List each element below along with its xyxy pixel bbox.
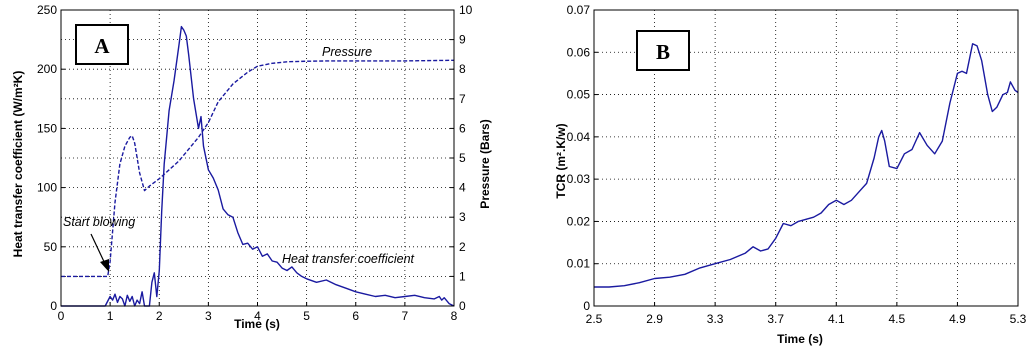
chart-a-x-tick-label: 7: [402, 309, 409, 323]
chart-a-annotation-pressure: Pressure: [322, 45, 372, 59]
chart-a-y-right-tick-label: 4: [459, 181, 466, 195]
chart-b-ticks: 2.5 2.9 3.3 3.7 4.1 4.5 4.9 5.3 0 0.01 0.02 0.03 0.0…: [567, 3, 1027, 326]
chart-a-y-tick-label: 100: [37, 181, 57, 195]
chart-b-x-tick-label: 3.3: [707, 312, 724, 326]
chart-b-y-tick-label: 0.06: [567, 45, 591, 59]
chart-a-x-tick-label: 2: [156, 309, 163, 323]
chart-a-y-right-tick-label: 2: [459, 240, 466, 254]
chart-a-panel-label-frame: [75, 24, 129, 65]
chart-a-series-line-heat-transfer-coefficient: [61, 25, 455, 307]
chart-b-panel-label: B: [656, 40, 670, 64]
chart-b-series-line-0: [594, 43, 1019, 288]
chart-a-x-tick-label: 5: [303, 309, 310, 323]
chart-a-y-right-tick-label: 5: [459, 151, 466, 165]
chart-b-y-tick-label: 0.03: [567, 172, 591, 186]
chart-b-grid: [594, 10, 1018, 306]
chart-a-y-right-tick-label: 7: [459, 92, 466, 106]
chart-a-series: [61, 25, 455, 307]
chart-b-panel-label-box: B: [636, 30, 690, 71]
chart-a-annotation-arrow: [90, 233, 109, 272]
chart-b-x-tick-label: 4.5: [889, 312, 906, 326]
chart-a-y-tick-label: 150: [37, 121, 57, 135]
chart-a-annotation-start-blowing: Start blowing: [63, 215, 135, 229]
chart-a-panel-label: A: [94, 34, 110, 58]
chart-a-y-right-tick-label: 6: [459, 121, 466, 135]
chart-a-y-right-tick-label: 0: [459, 299, 466, 313]
chart-a-x-tick-label: 8: [451, 309, 458, 323]
chart-b-y-tick-label: 0.01: [567, 257, 591, 271]
chart-b-x-tick-label: 3.7: [767, 312, 784, 326]
chart-a-y-right-axis-label: Pressure (Bars): [478, 119, 492, 208]
chart-b-series: [594, 43, 1019, 288]
chart-a-annotation-htc: Heat transfer coefficient: [282, 252, 415, 266]
chart-b-y-tick-label: 0.04: [567, 130, 591, 144]
chart-a-y-right-tick-label: 9: [459, 33, 466, 47]
chart-b-y-axis-label: TCR (m².K/w): [554, 123, 568, 198]
chart-b: 2.5 2.9 3.3 3.7 4.1 4.5 4.9 5.3 0 0.01 0.02 0.03 0.0…: [554, 3, 1027, 346]
chart-b-x-tick-label: 5.3: [1010, 312, 1027, 326]
chart-a-panel-label-box: A: [75, 24, 129, 65]
chart-a-x-tick-label: 3: [205, 309, 212, 323]
chart-b-y-tick-label: 0: [583, 299, 590, 313]
chart-b-plot-frame: [593, 9, 1019, 307]
chart-b-y-tick-label: 0.05: [567, 88, 591, 102]
chart-b-x-tick-label: 4.1: [828, 312, 845, 326]
chart-b-x-axis-label: Time (s): [777, 332, 823, 346]
chart-b-x-tick-label: 2.5: [586, 312, 603, 326]
chart-b-x-tick-label: 4.9: [949, 312, 966, 326]
chart-b-y-tick-label: 0.07: [567, 3, 591, 17]
chart-a-y-tick-label: 200: [37, 62, 57, 76]
chart-b-y-tick-label: 0.02: [567, 214, 591, 228]
chart-a-y-right-tick-label: 10: [459, 3, 473, 17]
chart-b-x-tick-label: 2.9: [646, 312, 663, 326]
chart-a-y-tick-label: 0: [50, 299, 57, 313]
chart-a-y-tick-label: 250: [37, 3, 57, 17]
chart-a-y-tick-label: 50: [44, 240, 58, 254]
chart-a-x-tick-label: 1: [107, 309, 114, 323]
chart-a-grid: [61, 10, 454, 306]
chart-a-y-right-tick-label: 3: [459, 210, 466, 224]
chart-a-y-axis-label: Heat transfer coefficient (W/m²K): [11, 71, 25, 258]
start-blowing-arrow-head: [100, 259, 109, 272]
chart-a-y-right-tick-label: 8: [459, 62, 466, 76]
chart-b-panel-label-frame: [636, 30, 690, 71]
chart-a-y-right-tick-label: 1: [459, 269, 466, 283]
chart-a-x-tick-label: 4: [254, 309, 261, 323]
chart-a-x-tick-label: 6: [352, 309, 359, 323]
chart-a-x-axis-label: Time (s): [234, 317, 280, 331]
chart-a-x-tick-label: 0: [58, 309, 65, 323]
